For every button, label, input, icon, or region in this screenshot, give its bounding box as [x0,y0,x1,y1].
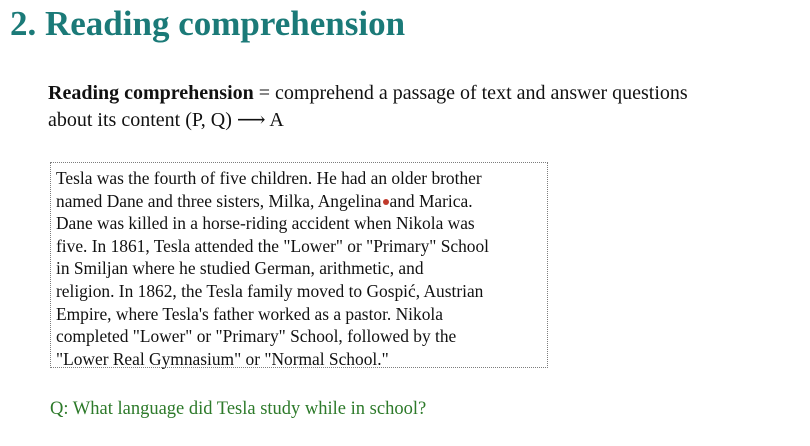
passage-line: "Lower Real Gymnasium" or "Normal School… [56,348,389,369]
definition-text-line2: about its content (P, Q) ⟶ A [48,109,284,131]
passage-text-before-cursor: named Dane and three sisters, Milka, Ang… [56,190,382,211]
definition-block: Reading comprehension = comprehend a pas… [48,80,803,134]
passage-line: religion. In 1862, the Tesla family move… [56,280,484,301]
definition-equals: = [253,82,276,104]
passage-line-with-cursor: named Dane and three sisters, Milka, Ang… [56,190,544,213]
passage-line: Dane was killed in a horse-riding accide… [56,213,475,234]
definition-term: Reading comprehension [48,82,254,104]
passage-line: five. In 1861, Tesla attended the "Lower… [56,235,490,256]
definition-text-line1: comprehend a passage of text and answer … [275,82,688,104]
passage-line: completed "Lower" or "Primary" School, f… [56,326,457,347]
passage-text-after-cursor: and Marica. [389,190,473,211]
slide-title: 2. Reading comprehension [10,4,406,43]
passage-line: Empire, where Tesla's father worked as a… [56,303,443,324]
mouse-pointer-icon [382,199,389,206]
passage-line: in Smiljan where he studied German, arit… [56,258,424,279]
passage-box: Tesla was the fourth of five children. H… [50,162,548,369]
passage-line: Tesla was the fourth of five children. H… [56,168,482,188]
question-text: Q: What language did Tesla study while i… [50,399,427,419]
